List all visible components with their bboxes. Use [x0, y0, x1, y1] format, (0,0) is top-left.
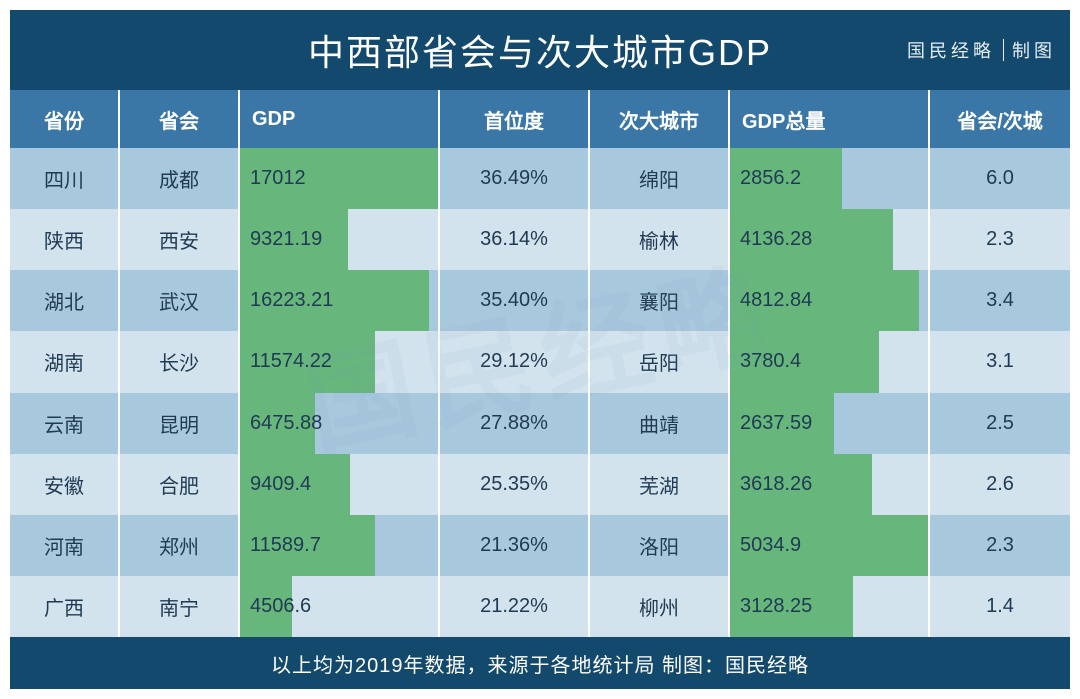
table-inner: 中西部省会与次大城市GDP 国民经略 制图 省份省会GDP首位度次大城市GDP总… [10, 10, 1070, 689]
cell-primacy: 36.14% [440, 209, 590, 270]
bar-label: 2856.2 [730, 167, 928, 190]
cell-capital: 西安 [120, 209, 240, 270]
table-body: 四川成都1701236.49%绵阳2856.26.0陕西西安9321.1936.… [10, 148, 1070, 637]
table-row: 河南郑州11589.721.36%洛阳5034.92.3 [10, 515, 1070, 576]
cell-second_city: 榆林 [590, 209, 730, 270]
header-cell-gdp: GDP [240, 90, 440, 148]
cell-second_city: 柳州 [590, 576, 730, 637]
header-cell-ratio: 省会/次城 [930, 90, 1070, 148]
cell-gdp_total: 2637.59 [730, 393, 930, 454]
cell-gdp_total: 3128.25 [730, 576, 930, 637]
credit-source: 国民经略 [907, 37, 995, 63]
bar-label: 5034.9 [730, 534, 928, 557]
bar-label: 3618.26 [730, 473, 928, 496]
cell-second_city: 绵阳 [590, 148, 730, 209]
cell-gdp_total: 4136.28 [730, 209, 930, 270]
cell-gdp: 11589.7 [240, 515, 440, 576]
cell-gdp_total: 3780.4 [730, 331, 930, 392]
cell-primacy: 35.40% [440, 270, 590, 331]
cell-ratio: 2.3 [930, 515, 1070, 576]
cell-ratio: 3.1 [930, 331, 1070, 392]
table-row: 陕西西安9321.1936.14%榆林4136.282.3 [10, 209, 1070, 270]
bar-label: 6475.88 [240, 412, 438, 435]
cell-province: 云南 [10, 393, 120, 454]
cell-province: 湖南 [10, 331, 120, 392]
cell-primacy: 36.49% [440, 148, 590, 209]
header-cell-capital: 省会 [120, 90, 240, 148]
cell-province: 安徽 [10, 454, 120, 515]
bar-label: 2637.59 [730, 412, 928, 435]
title-bar: 中西部省会与次大城市GDP 国民经略 制图 [10, 10, 1070, 90]
bar-label: 11574.22 [240, 350, 438, 373]
cell-ratio: 1.4 [930, 576, 1070, 637]
table-row: 四川成都1701236.49%绵阳2856.26.0 [10, 148, 1070, 209]
cell-second_city: 洛阳 [590, 515, 730, 576]
cell-gdp: 11574.22 [240, 331, 440, 392]
credit-maker: 制图 [1012, 37, 1056, 63]
cell-second_city: 芜湖 [590, 454, 730, 515]
bar-label: 17012 [240, 167, 438, 190]
cell-ratio: 2.3 [930, 209, 1070, 270]
footer-bar: 以上均为2019年数据，来源于各地统计局 制图：国民经略 [10, 637, 1070, 689]
cell-primacy: 29.12% [440, 331, 590, 392]
cell-ratio: 2.6 [930, 454, 1070, 515]
credit-separator [1003, 39, 1004, 61]
chart-title: 中西部省会与次大城市GDP [308, 24, 772, 76]
bar-label: 3780.4 [730, 350, 928, 373]
bar-label: 11589.7 [240, 534, 438, 557]
cell-ratio: 6.0 [930, 148, 1070, 209]
cell-gdp_total: 5034.9 [730, 515, 930, 576]
table-row: 安徽合肥9409.425.35%芜湖3618.262.6 [10, 454, 1070, 515]
cell-ratio: 2.5 [930, 393, 1070, 454]
table-row: 云南昆明6475.8827.88%曲靖2637.592.5 [10, 393, 1070, 454]
chart-container: 中西部省会与次大城市GDP 国民经略 制图 省份省会GDP首位度次大城市GDP总… [0, 0, 1080, 699]
cell-gdp: 6475.88 [240, 393, 440, 454]
credit-box: 国民经略 制图 [907, 37, 1056, 63]
cell-gdp_total: 2856.2 [730, 148, 930, 209]
cell-capital: 郑州 [120, 515, 240, 576]
footer-text: 以上均为2019年数据，来源于各地统计局 制图：国民经略 [271, 649, 809, 678]
header-cell-gdp_total: GDP总量 [730, 90, 930, 148]
cell-primacy: 21.36% [440, 515, 590, 576]
bar-label: 3128.25 [730, 595, 928, 618]
cell-capital: 南宁 [120, 576, 240, 637]
cell-gdp: 4506.6 [240, 576, 440, 637]
cell-capital: 合肥 [120, 454, 240, 515]
cell-province: 河南 [10, 515, 120, 576]
table-row: 广西南宁4506.621.22%柳州3128.251.4 [10, 576, 1070, 637]
cell-capital: 武汉 [120, 270, 240, 331]
table-row: 湖南长沙11574.2229.12%岳阳3780.43.1 [10, 331, 1070, 392]
table-row: 湖北武汉16223.2135.40%襄阳4812.843.4 [10, 270, 1070, 331]
cell-second_city: 曲靖 [590, 393, 730, 454]
cell-second_city: 襄阳 [590, 270, 730, 331]
header-cell-second_city: 次大城市 [590, 90, 730, 148]
cell-primacy: 27.88% [440, 393, 590, 454]
cell-gdp: 16223.21 [240, 270, 440, 331]
cell-gdp_total: 4812.84 [730, 270, 930, 331]
cell-gdp: 9321.19 [240, 209, 440, 270]
bar-label: 9409.4 [240, 473, 438, 496]
cell-primacy: 21.22% [440, 576, 590, 637]
cell-province: 广西 [10, 576, 120, 637]
bar-label: 4136.28 [730, 228, 928, 251]
cell-capital: 昆明 [120, 393, 240, 454]
cell-ratio: 3.4 [930, 270, 1070, 331]
header-cell-province: 省份 [10, 90, 120, 148]
bar-label: 4506.6 [240, 595, 438, 618]
table-header-row: 省份省会GDP首位度次大城市GDP总量省会/次城 [10, 90, 1070, 148]
bar-label: 16223.21 [240, 289, 438, 312]
bar-label: 4812.84 [730, 289, 928, 312]
cell-capital: 长沙 [120, 331, 240, 392]
cell-second_city: 岳阳 [590, 331, 730, 392]
cell-gdp_total: 3618.26 [730, 454, 930, 515]
cell-capital: 成都 [120, 148, 240, 209]
cell-gdp: 17012 [240, 148, 440, 209]
cell-primacy: 25.35% [440, 454, 590, 515]
cell-province: 湖北 [10, 270, 120, 331]
bar-label: 9321.19 [240, 228, 438, 251]
header-cell-primacy: 首位度 [440, 90, 590, 148]
cell-province: 陕西 [10, 209, 120, 270]
cell-province: 四川 [10, 148, 120, 209]
cell-gdp: 9409.4 [240, 454, 440, 515]
